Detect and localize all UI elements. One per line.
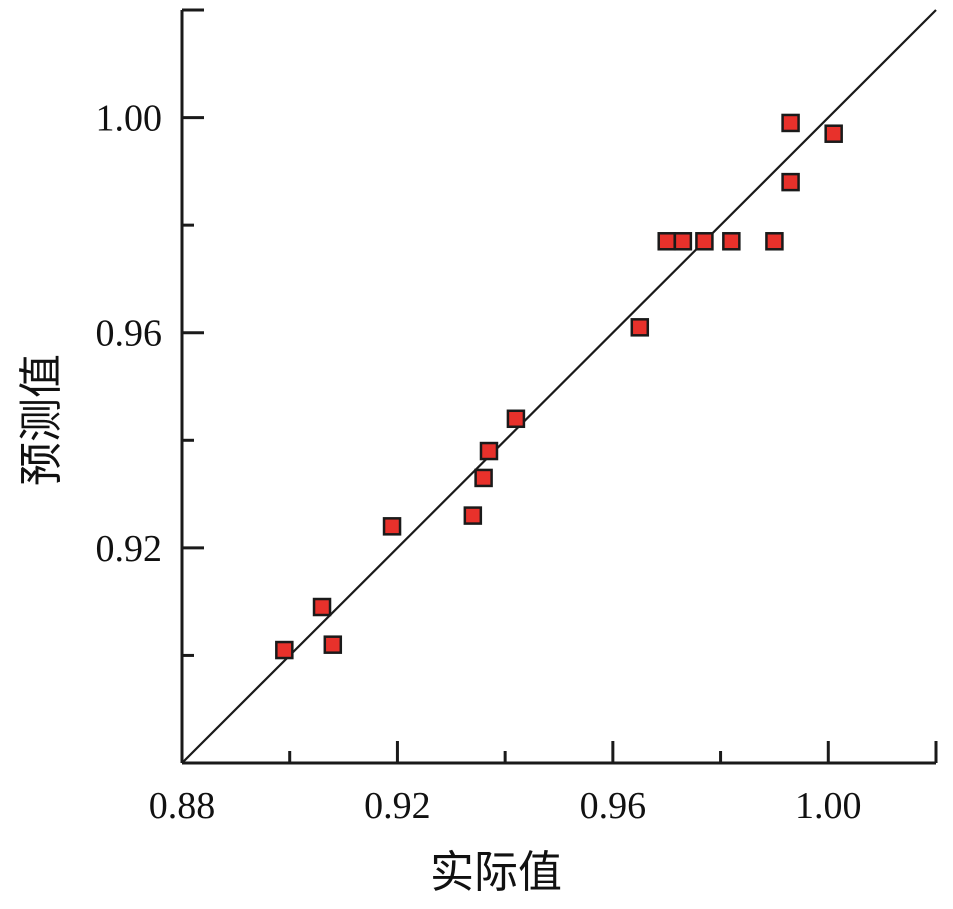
data-point: [765, 232, 784, 251]
data-point: [463, 506, 483, 525]
data-point: [657, 232, 676, 251]
x-tick-label: 0.96: [580, 785, 647, 827]
reference-line: [181, 9, 937, 764]
y-tick-label: 1.00: [96, 98, 163, 140]
data-point: [781, 113, 800, 133]
data-point: [630, 318, 650, 337]
data-point: [824, 124, 843, 143]
x-tick-label: 0.88: [149, 785, 216, 827]
y-tick-label: 0.92: [96, 528, 163, 570]
data-point: [506, 409, 526, 429]
data-point: [474, 468, 493, 488]
data-point: [673, 232, 693, 251]
data-point: [479, 441, 499, 461]
data-points: [275, 113, 843, 660]
data-point: [695, 232, 714, 251]
y-tick-label: 0.96: [96, 313, 163, 355]
data-point: [312, 597, 332, 617]
data-point: [382, 517, 402, 536]
data-point: [781, 172, 800, 192]
x-tick-label: 1.00: [795, 785, 862, 827]
reference-line-group: [181, 9, 937, 764]
data-point: [323, 635, 343, 654]
data-point: [722, 232, 741, 251]
x-tick-label: 0.92: [364, 785, 431, 827]
x-axis-title: 实际值: [430, 848, 562, 897]
data-point: [275, 640, 294, 660]
tick-labels: 0.88 0.92 0.96 1.00 0.92 0.96 1.00: [96, 98, 862, 827]
axes: [180, 8, 938, 765]
y-axis-title: 预测值: [17, 354, 66, 486]
